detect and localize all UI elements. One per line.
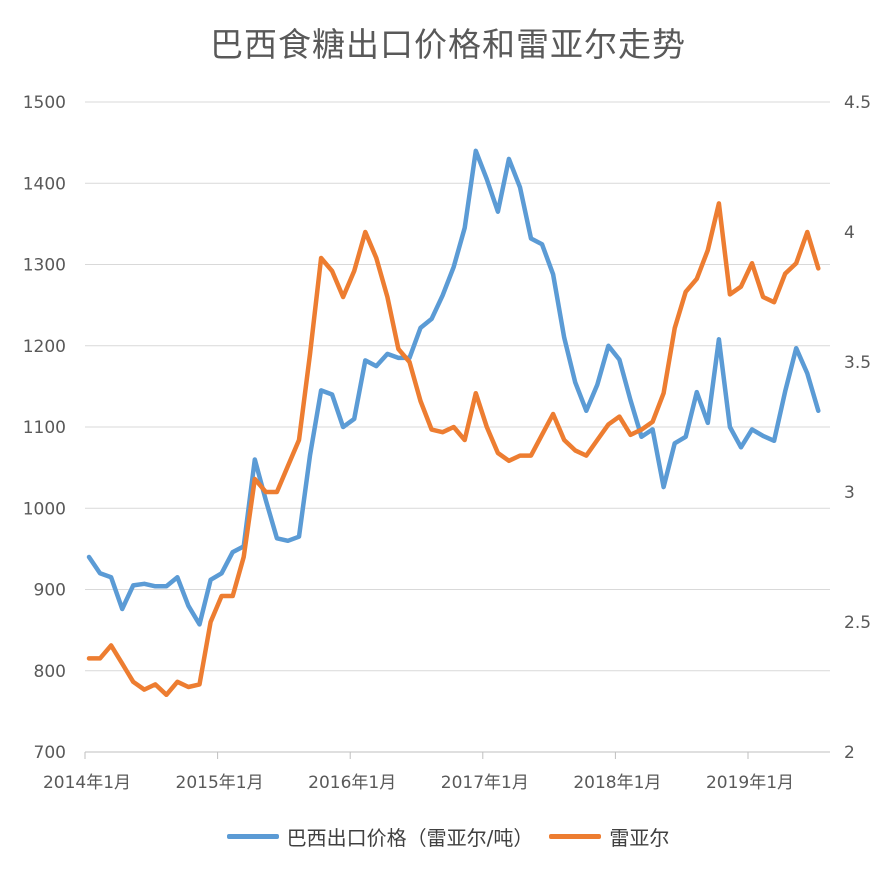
left-tick-label: 1100 [23,418,66,438]
x-tick-label: 2014年1月 [43,773,131,793]
series-line-1 [86,201,821,698]
legend-label-series-0: 巴西出口价格（雷亚尔/吨） [286,826,534,850]
left-tick-label: 1200 [23,337,66,357]
legend-item-series-1[interactable]: 雷亚尔 [549,822,669,851]
right-tick-label: 4.5 [844,93,871,113]
legend-item-series-0[interactable]: 巴西出口价格（雷亚尔/吨） [226,822,534,851]
legend-label-series-1: 雷亚尔 [609,826,670,850]
legend: 巴西出口价格（雷亚尔/吨） 雷亚尔 [0,822,896,851]
left-tick-label: 1500 [23,93,66,113]
legend-swatch-series-0 [226,834,279,839]
left-tick-label: 1300 [23,256,66,276]
x-tick-label: 2015年1月 [176,773,264,793]
left-tick-label: 1000 [23,499,66,519]
x-tick-label: 2018年1月 [573,773,661,793]
x-tick-label: 2017年1月 [441,773,529,793]
gridlines [85,101,830,753]
chart-title: 巴西食糖出口价格和雷亚尔走势 [210,25,686,64]
x-tick-label: 2019年1月 [706,773,794,793]
right-tick-label: 3 [844,483,855,503]
right-tick-label: 4 [844,223,855,243]
right-tick-label: 2 [844,743,855,763]
series-lines [86,148,821,698]
right-tick-label: 3.5 [844,353,871,373]
axes: 700 800 900 1000 1100 1200 1300 1400 1500 2 2.5 3 3.… [23,93,871,793]
right-tick-label: 2.5 [844,613,871,633]
left-tick-label: 800 [34,662,66,682]
left-tick-label: 700 [34,743,66,763]
series-line-0 [86,148,821,627]
legend-swatch-series-1 [549,834,602,839]
left-tick-label: 1400 [23,174,66,194]
x-tick-label: 2016年1月 [308,773,396,793]
left-tick-label: 900 [34,581,66,601]
